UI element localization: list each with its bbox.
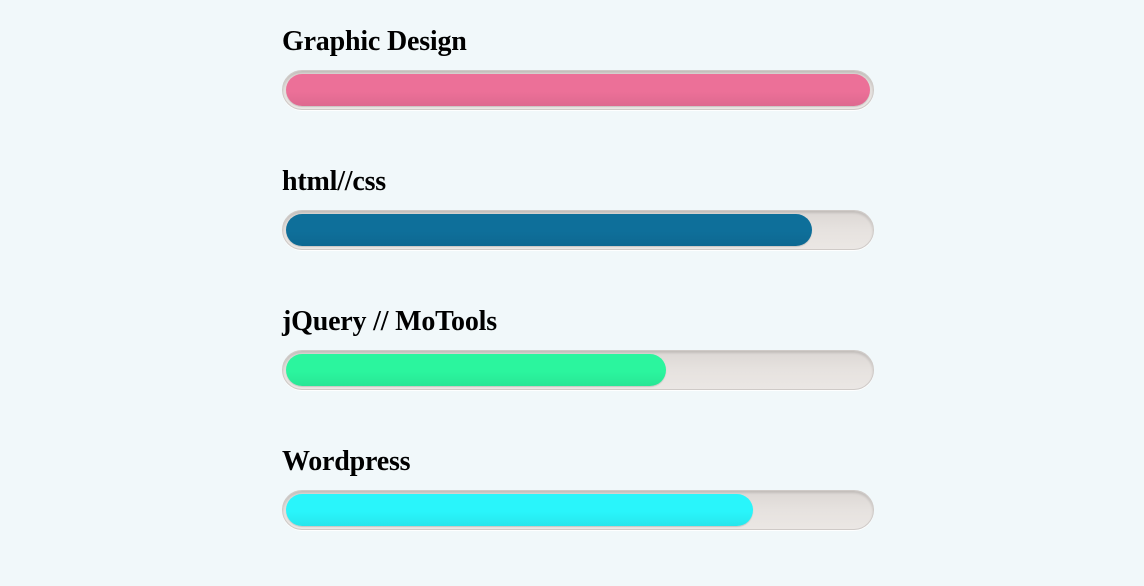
skill-title: Graphic Design	[282, 26, 467, 57]
progress-track	[282, 490, 874, 530]
progress-track	[282, 70, 874, 110]
skill-wordpress: Wordpress	[282, 446, 882, 586]
skill-title: Wordpress	[282, 446, 411, 477]
skill-jquery-mootools: jQuery // MoTools	[282, 306, 882, 446]
skills-list: Graphic Design html//css jQuery // MoToo…	[282, 26, 882, 586]
skill-title: jQuery // MoTools	[282, 306, 497, 337]
progress-fill	[286, 214, 812, 246]
progress-track	[282, 350, 874, 390]
skill-title: html//css	[282, 166, 386, 197]
progress-fill	[286, 74, 870, 106]
skill-graphic-design: Graphic Design	[282, 26, 882, 166]
progress-track	[282, 210, 874, 250]
progress-fill	[286, 494, 753, 526]
skill-html-css: html//css	[282, 166, 882, 306]
progress-fill	[286, 354, 666, 386]
